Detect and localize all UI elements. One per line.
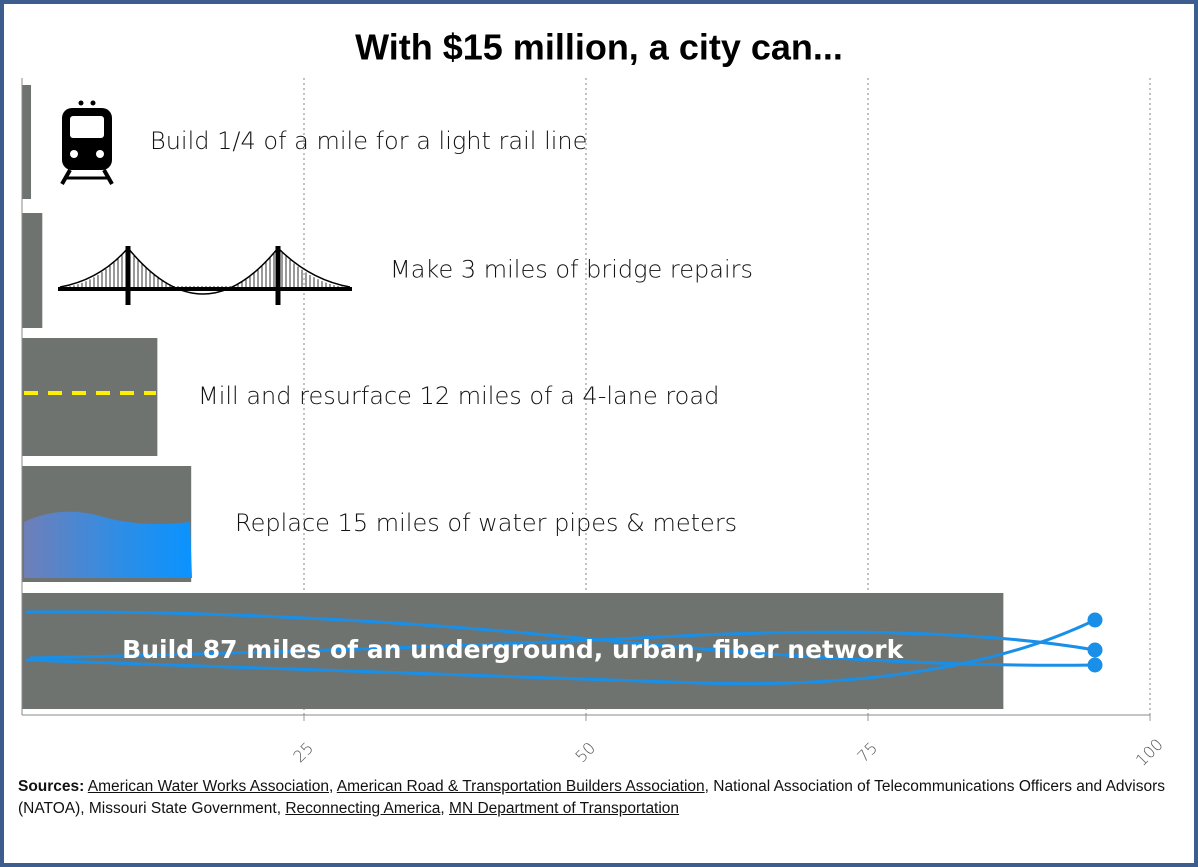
source-link[interactable]: MN Department of Transportation — [449, 800, 679, 817]
bar-label: Make 3 miles of bridge repairs — [390, 256, 753, 284]
sources: Sources: American Water Works Associatio… — [18, 776, 1168, 820]
bar-label: Build 1/4 of a mile for a light rail lin… — [150, 127, 587, 155]
bar-label: Mill and resurface 12 miles of a 4-lane … — [198, 382, 719, 410]
bar-label: Build 87 miles of an underground, urban,… — [122, 635, 904, 664]
bar — [22, 85, 31, 199]
chart: With $15 million, a city can... Build 1/… — [0, 0, 1198, 867]
chart-title: With $15 million, a city can... — [355, 27, 843, 68]
train-icon — [62, 101, 112, 185]
x-tick-label: 75 — [853, 738, 881, 766]
page: With $15 million, a city can... Build 1/… — [0, 0, 1198, 867]
bar — [22, 338, 157, 456]
bar-label: Replace 15 miles of water pipes & meters — [235, 509, 737, 537]
source-link[interactable]: American Road & Transportation Builders … — [337, 778, 705, 795]
source-text: , — [440, 800, 449, 817]
sources-label: Sources: — [18, 778, 84, 795]
source-link[interactable]: American Water Works Association — [88, 778, 329, 795]
bar — [22, 213, 42, 328]
x-tick-label: 100 — [1132, 735, 1167, 770]
source-link[interactable]: Reconnecting America — [285, 800, 440, 817]
source-text: , — [329, 778, 337, 795]
x-tick-label: 50 — [571, 738, 599, 766]
x-tick-label: 25 — [289, 738, 317, 766]
bridge-icon — [58, 246, 352, 305]
